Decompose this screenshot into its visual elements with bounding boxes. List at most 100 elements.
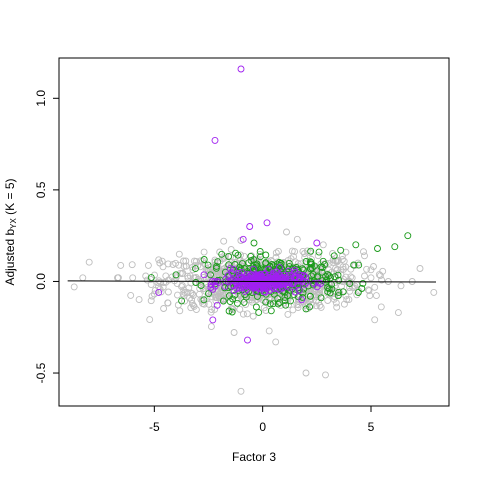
green-point xyxy=(267,307,275,315)
purple-point xyxy=(303,278,311,286)
green-point xyxy=(358,285,366,292)
grey-point xyxy=(322,371,329,379)
purple-point xyxy=(221,282,229,290)
green-point xyxy=(346,280,354,288)
green-point xyxy=(218,250,226,258)
grey-point xyxy=(155,256,163,264)
grey-point xyxy=(272,338,280,346)
grey-point xyxy=(287,255,295,263)
grey-point xyxy=(332,299,340,307)
grey-point xyxy=(302,265,310,273)
purple-point xyxy=(155,288,163,296)
grey-point xyxy=(236,305,244,313)
green-point xyxy=(285,259,293,267)
green-point xyxy=(250,256,258,264)
grey-point xyxy=(317,303,325,311)
green-point xyxy=(200,296,208,304)
grey-point xyxy=(247,252,255,260)
green-point xyxy=(317,263,325,271)
grey-point xyxy=(212,268,220,276)
green-point xyxy=(147,274,155,282)
green-point xyxy=(318,268,326,276)
purple-point xyxy=(259,284,267,292)
grey-point xyxy=(249,312,257,320)
grey-point xyxy=(144,261,152,269)
purple-point xyxy=(270,269,278,277)
purple-point xyxy=(261,288,269,296)
grey-point xyxy=(127,291,135,299)
grey-point xyxy=(346,287,354,295)
grey-point xyxy=(150,290,158,298)
grey-point xyxy=(329,258,337,266)
green-point xyxy=(334,292,342,300)
grey-point xyxy=(293,235,301,243)
green-point xyxy=(286,263,293,271)
green-point xyxy=(274,295,282,303)
grey-point xyxy=(199,300,207,308)
purple-point xyxy=(300,272,308,280)
grey-point xyxy=(239,310,247,318)
purple-point xyxy=(230,287,238,294)
grey-point xyxy=(372,292,380,300)
grey-point xyxy=(346,284,354,292)
green-point xyxy=(302,305,310,313)
grey-point xyxy=(200,248,208,256)
grey-point xyxy=(285,301,293,309)
purple-point xyxy=(209,285,217,293)
y-axis-title-subscript: YX xyxy=(9,217,18,228)
green-point xyxy=(219,297,227,305)
green-point xyxy=(314,272,322,280)
green-point xyxy=(354,289,362,296)
grey-point xyxy=(203,265,211,273)
purple-point xyxy=(261,270,269,277)
green-point xyxy=(324,284,332,291)
grey-point xyxy=(272,249,280,257)
purple-point xyxy=(285,267,293,275)
grey-point xyxy=(360,248,367,256)
grey-point xyxy=(299,297,307,305)
grey-point xyxy=(262,307,270,314)
green-point xyxy=(228,308,236,316)
x-tick-label: 5 xyxy=(368,420,375,434)
green-point xyxy=(324,288,332,296)
grey-point xyxy=(274,247,282,255)
green-point xyxy=(192,265,199,273)
green-point xyxy=(252,303,260,311)
green-point xyxy=(280,287,288,295)
purple-point xyxy=(295,276,303,284)
green-point xyxy=(269,300,277,308)
grey-point xyxy=(291,248,299,256)
grey-point xyxy=(128,261,136,269)
grey-point xyxy=(196,263,204,271)
grey-point xyxy=(174,301,182,309)
grey-point xyxy=(146,316,154,324)
grey-point xyxy=(367,274,375,282)
grey-point xyxy=(265,327,273,335)
grey-point xyxy=(179,290,187,298)
grey-point xyxy=(397,282,405,290)
grey-point xyxy=(175,261,183,269)
grey-point xyxy=(211,258,219,266)
green-point xyxy=(287,297,294,305)
grey-point xyxy=(337,271,345,279)
green-point xyxy=(355,261,363,269)
grey-point xyxy=(227,246,235,253)
green-point xyxy=(335,276,343,284)
x-tick-label: -5 xyxy=(149,420,160,434)
green-point xyxy=(207,271,214,279)
grey-point xyxy=(243,310,251,318)
green-point xyxy=(213,262,220,270)
y-tick-label: -0.5 xyxy=(34,362,48,383)
grey-point xyxy=(186,272,194,280)
grey-point xyxy=(212,293,220,301)
purple-point xyxy=(239,235,247,243)
grey-point xyxy=(216,257,224,265)
purple-point xyxy=(310,280,318,288)
green-point xyxy=(335,288,342,296)
green-point xyxy=(307,265,315,273)
grey-point xyxy=(301,250,308,257)
grey-point xyxy=(371,283,379,291)
grey-point xyxy=(197,295,205,303)
grey-point xyxy=(154,279,162,287)
purple-point xyxy=(291,288,299,296)
